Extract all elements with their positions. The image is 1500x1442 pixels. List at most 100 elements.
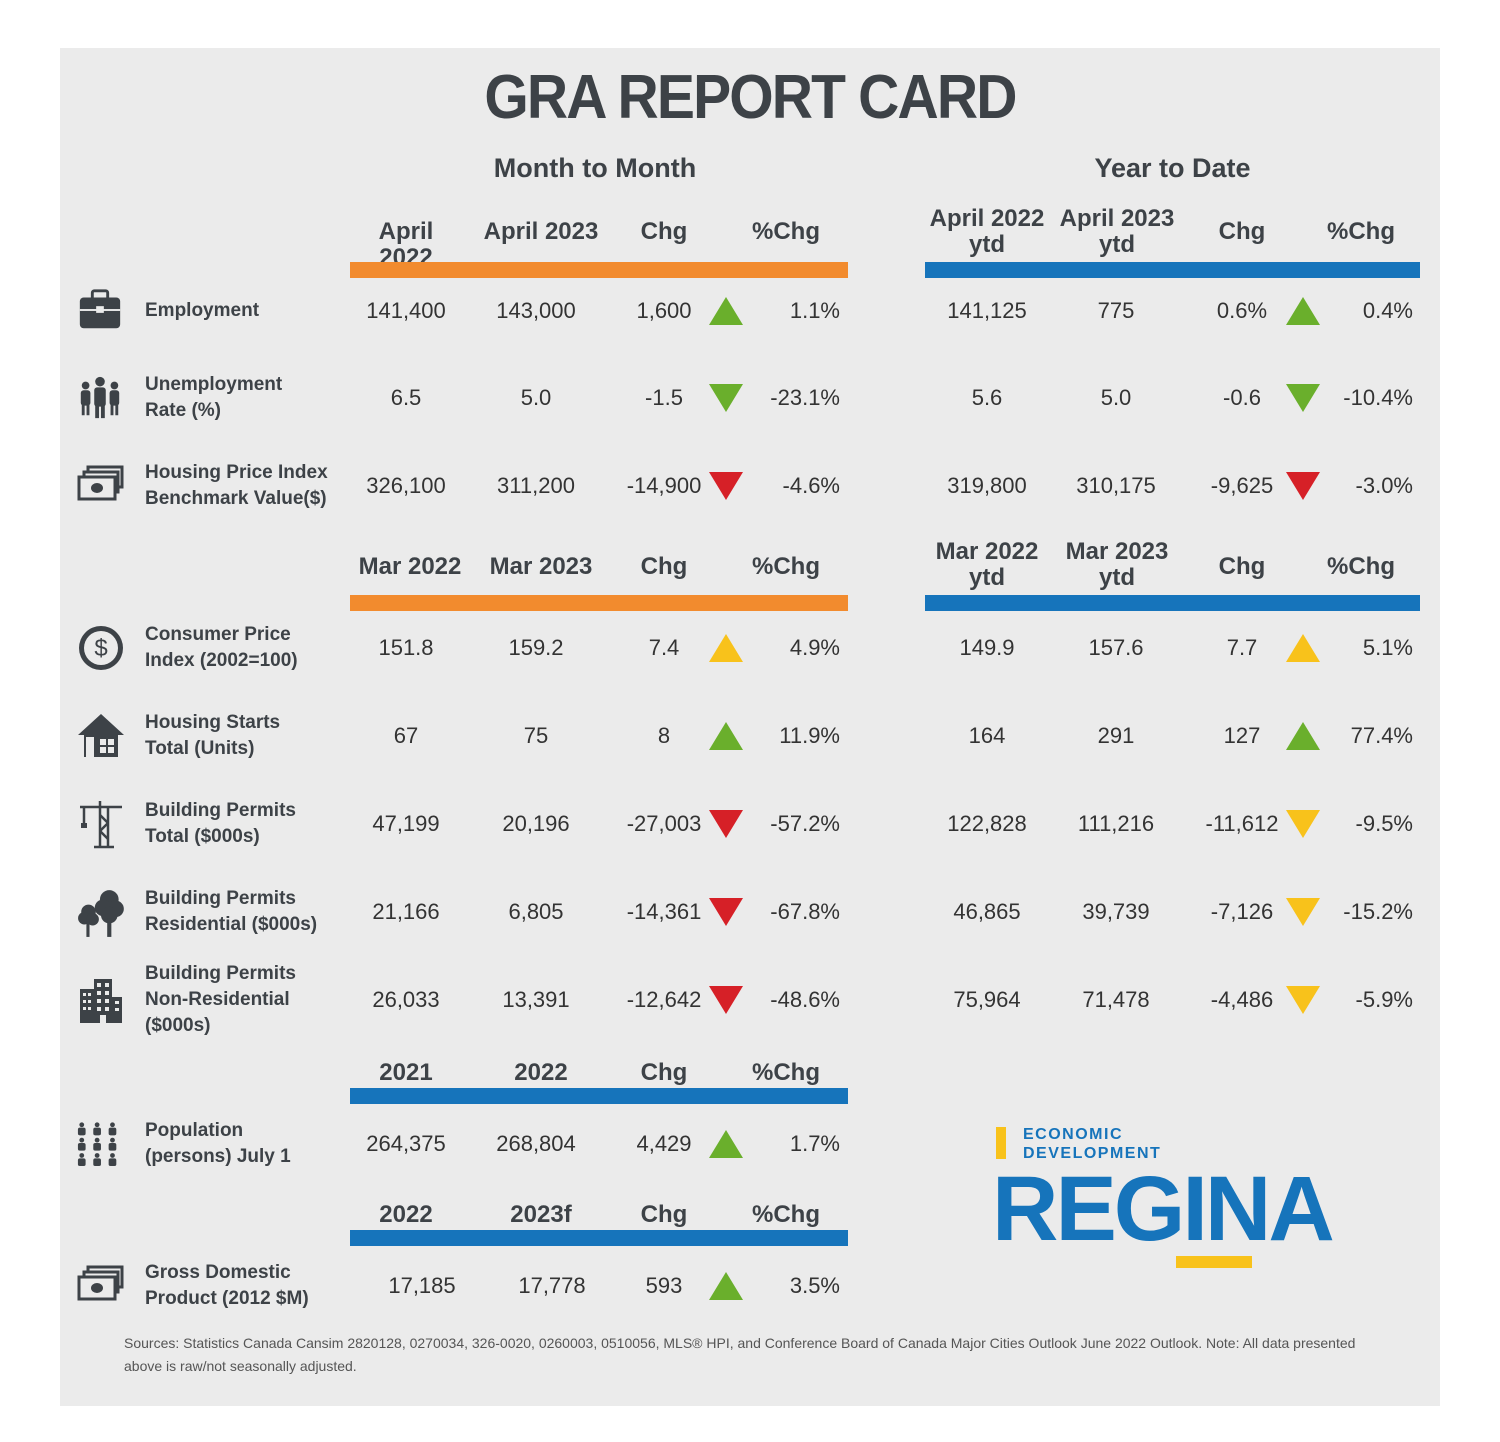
cell-prev-ytd: 122,828 (947, 811, 1027, 836)
cell-chg: 1,600 (636, 298, 692, 323)
header-mtm-chg: Chg (640, 553, 688, 580)
row-label-line: Consumer Price (145, 624, 291, 645)
cell-chg: 7.4 (648, 635, 680, 660)
crane-icon (76, 799, 126, 849)
header-mtm-col2: Mar 2023 (489, 553, 593, 580)
trend-arrow-icon (709, 634, 743, 662)
row-label: Housing Starts Total (Units) (145, 710, 345, 762)
cell-curr: 75 (523, 723, 549, 748)
cell-pctchg: 3.5% (789, 1273, 840, 1298)
cell-pctchg-ytd: -3.0% (1355, 473, 1413, 498)
row-label-line: Residential ($000s) (145, 914, 318, 935)
row-label-line: Non-Residential (145, 989, 290, 1010)
row-label: Building Permits Total ($000s) (145, 798, 345, 850)
logo-accent-bar (996, 1127, 1006, 1159)
row-label: Employment (145, 298, 345, 324)
cell-pctchg-ytd: 77.4% (1350, 723, 1413, 748)
cell-pctchg-ytd: -15.2% (1343, 899, 1413, 924)
cell-prev-ytd: 75,964 (953, 987, 1021, 1012)
cell-prev: 26,033 (372, 987, 440, 1012)
cell-pctchg: -48.6% (770, 987, 840, 1012)
cell-prev-ytd: 319,800 (947, 473, 1027, 498)
header-mtm-col1: Mar 2022 (358, 553, 462, 580)
row-label: Gross Domestic Product (2012 $M) (145, 1260, 345, 1312)
row-label-line: Gross Domestic (145, 1262, 291, 1283)
row-label-line: Building Permits (145, 963, 296, 984)
blue-divider-bar (925, 262, 1420, 278)
cell-curr-ytd: 71,478 (1082, 987, 1150, 1012)
trend-arrow-icon (709, 1130, 743, 1158)
cell-chg-ytd: 127 (1223, 723, 1261, 748)
row-label-line: Total ($000s) (145, 826, 260, 847)
header-col2: 2022 (514, 1059, 568, 1086)
trend-arrow-icon (1286, 722, 1320, 750)
section-year-to-date: Year to Date (1094, 153, 1251, 183)
cell-chg: -14,900 (626, 473, 702, 498)
cell-chg-ytd: -9,625 (1210, 473, 1274, 498)
money-stack-icon (76, 1261, 126, 1311)
trend-arrow-icon (709, 384, 743, 412)
cell-prev: 21,166 (372, 899, 440, 924)
row-label: Population (persons) July 1 (145, 1118, 345, 1170)
page-title: GRA REPORT CARD (484, 63, 1017, 132)
house-icon (76, 711, 126, 761)
logo-line1: ECONOMIC (1023, 1126, 1123, 1143)
row-label-line: ($000s) (145, 1015, 211, 1036)
cell-prev-ytd: 141,125 (947, 298, 1027, 323)
cell-curr: 5.0 (520, 385, 552, 410)
row-label: Unemployment Rate (%) (145, 372, 345, 424)
blue-divider-bar (350, 1088, 848, 1104)
header-col2: 2023f (510, 1201, 572, 1228)
cell-prev: 326,100 (366, 473, 446, 498)
header-mtm-pctchg: %Chg (752, 553, 820, 580)
cell-pctchg-ytd: 0.4% (1362, 298, 1413, 323)
orange-divider-bar (350, 595, 848, 611)
cell-chg: 593 (645, 1273, 683, 1298)
cell-chg: -1.5 (645, 385, 683, 410)
cell-chg-ytd: 0.6% (1216, 298, 1268, 323)
header-ytd-col2: Mar 2023 ytd (1065, 538, 1169, 591)
cell-pctchg: 1.7% (789, 1131, 840, 1156)
row-label-line: Housing Starts (145, 712, 281, 733)
cell-pctchg: -57.2% (770, 811, 840, 836)
cell-curr: 268,804 (496, 1131, 576, 1156)
logo-line2: DEVELOPMENT (1023, 1145, 1162, 1162)
trend-arrow-icon (1286, 986, 1320, 1014)
cell-curr: 159.2 (508, 635, 564, 660)
row-label: Building Permits Residential ($000s) (145, 886, 345, 938)
cell-prev: 264,375 (366, 1131, 446, 1156)
cell-curr-ytd: 157.6 (1088, 635, 1144, 660)
trend-arrow-icon (1286, 898, 1320, 926)
section-month-to-month: Month to Month (493, 153, 697, 183)
cell-curr: 13,391 (502, 987, 570, 1012)
row-label: Consumer Price Index (2002=100) (145, 622, 345, 674)
row-label-line: Rate (%) (145, 400, 222, 421)
trend-arrow-icon (709, 898, 743, 926)
cell-prev-ytd: 149.9 (959, 635, 1015, 660)
cell-prev: 6.5 (390, 385, 422, 410)
cell-chg-ytd: -11,612 (1205, 811, 1279, 836)
row-label-line: Total (Units) (145, 738, 255, 759)
cell-curr: 311,200 (497, 473, 575, 498)
cell-curr: 20,196 (502, 811, 570, 836)
header-ytd-col1: April 2022 ytd (929, 205, 1045, 258)
row-label: Building Permits Non-Residential ($000s) (145, 961, 345, 1039)
cell-pctchg: 4.9% (789, 635, 840, 660)
cell-chg-ytd: -0.6 (1223, 385, 1261, 410)
row-label-line: Unemployment (145, 374, 283, 395)
header-ytd-col1: Mar 2022 ytd (935, 538, 1039, 591)
header-mtm-col2: April 2023 (483, 218, 599, 245)
header-ytd-chg: Chg (1218, 218, 1266, 245)
cell-chg-ytd: 7.7 (1226, 635, 1258, 660)
orange-divider-bar (350, 262, 848, 278)
blue-divider-bar (350, 1230, 848, 1246)
trend-arrow-icon (1286, 472, 1320, 500)
header-pctchg: %Chg (752, 1201, 820, 1228)
cell-prev: 17,185 (388, 1273, 456, 1298)
row-label-line: Employment (145, 300, 260, 321)
money-stack-icon (76, 461, 126, 511)
trend-arrow-icon (709, 297, 743, 325)
row-label-line: Benchmark Value($) (145, 488, 327, 509)
dollar-coin-icon: $ (76, 623, 126, 673)
row-label-line: Housing Price Index (145, 462, 328, 483)
